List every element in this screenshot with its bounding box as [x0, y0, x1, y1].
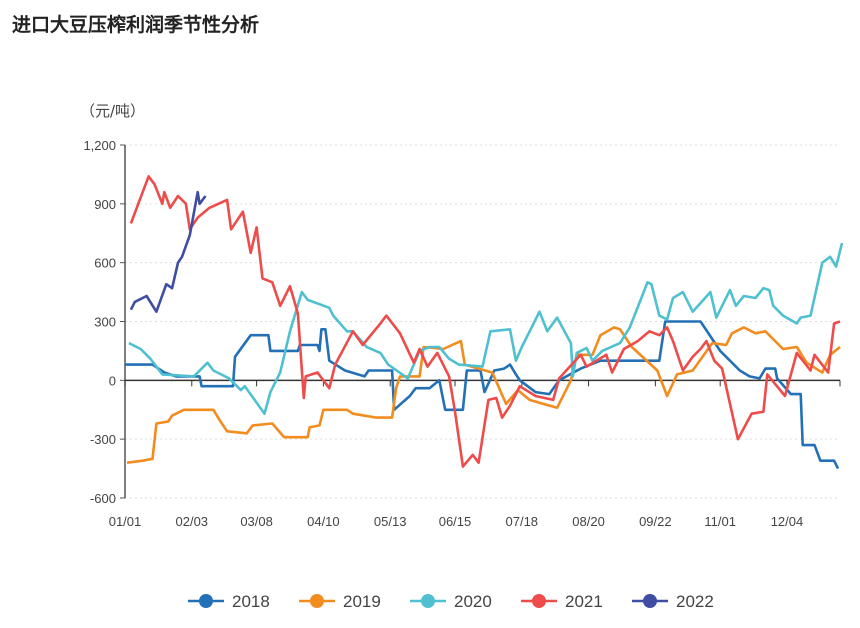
x-tick-label: 02/03: [176, 514, 209, 529]
legend-label-2021: 2021: [565, 592, 603, 611]
x-tick-label: 09/22: [639, 514, 672, 529]
x-tick-label: 11/01: [704, 514, 736, 529]
legend-label-2019: 2019: [343, 592, 381, 611]
y-tick-label: 0: [109, 373, 116, 388]
series-line-2018: [125, 320, 840, 470]
legend-label-2020: 2020: [454, 592, 492, 611]
legend-marker-2020: [421, 594, 435, 608]
x-tick-label: 04/10: [307, 514, 340, 529]
legend: 2018 2019 2020 2021 2022: [188, 592, 714, 611]
x-tick-label: 07/18: [506, 514, 539, 529]
legend-marker-2021: [532, 594, 546, 608]
y-tick-label: -300: [90, 432, 116, 447]
series-line-2020: [128, 242, 844, 415]
x-tick-label: 03/08: [240, 514, 273, 529]
y-axis-unit-label: （元/吨）: [80, 102, 145, 120]
legend-label-2022: 2022: [676, 592, 714, 611]
y-tick-label: -600: [90, 491, 116, 506]
y-tick-label: 900: [94, 197, 116, 212]
series-line-2021: [129, 175, 841, 468]
series-lines: [125, 175, 844, 470]
x-tick-label: 05/13: [374, 514, 407, 529]
y-tick-label: 1,200: [83, 138, 116, 153]
x-tick-label: 08/20: [572, 514, 605, 529]
y-tick-label: 600: [94, 256, 116, 271]
y-tick-label: 300: [94, 315, 116, 330]
legend-marker-2022: [643, 594, 657, 608]
x-tick-label: 06/15: [439, 514, 472, 529]
gridlines: [125, 144, 840, 499]
x-tick-label: 01/01: [109, 514, 142, 529]
legend-marker-2019: [310, 594, 324, 608]
legend-marker-2018: [199, 594, 213, 608]
chart-title: 进口大豆压榨利润季节性分析: [12, 14, 260, 36]
series-line-2019: [126, 326, 841, 464]
x-tick-label: 12/04: [771, 514, 804, 529]
legend-label-2018: 2018: [232, 592, 270, 611]
series-line-2022: [129, 190, 207, 313]
axes: -600 -300 0 300 600 900 1,200 01/01 02/03 03/08 04…: [83, 138, 841, 529]
